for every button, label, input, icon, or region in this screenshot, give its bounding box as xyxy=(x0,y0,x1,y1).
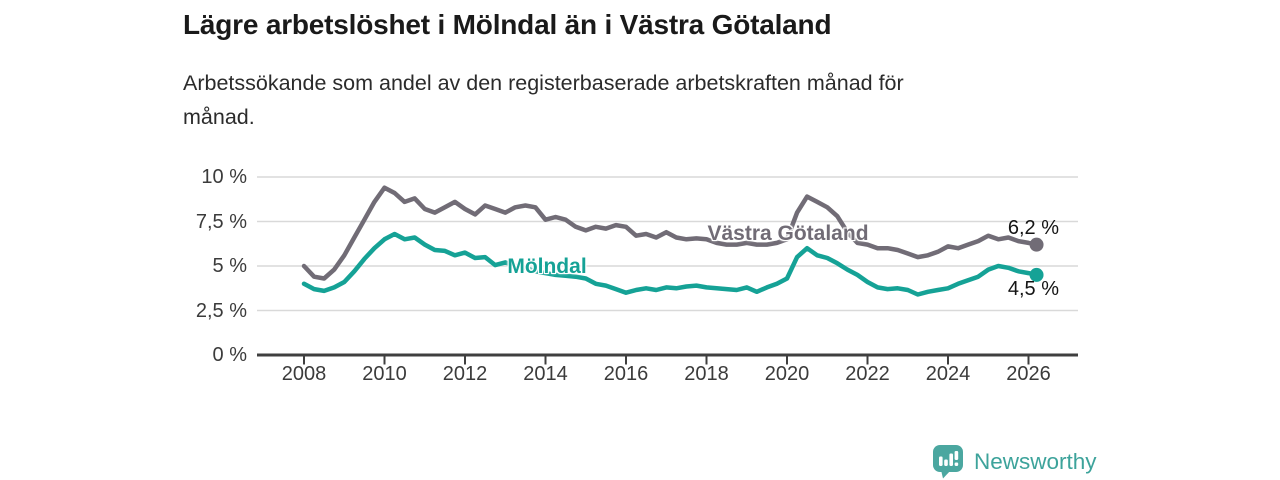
x-axis-label: 2008 xyxy=(281,363,327,385)
series-label-molndal: Mölndal xyxy=(507,255,587,278)
subtitle-line-2: månad. xyxy=(183,105,255,129)
page-title: Lägre arbetslöshet i Mölndal än i Västra… xyxy=(183,9,832,40)
subtitle-line-1: Arbetssökande som andel av den registerb… xyxy=(183,71,904,95)
x-axis-label: 2018 xyxy=(684,363,729,385)
x-axis-label: 2010 xyxy=(362,363,407,385)
series-line-vastra-gotaland xyxy=(301,185,1039,281)
series-end-dot xyxy=(1029,237,1044,252)
y-axis-label: 5 % xyxy=(212,255,247,277)
x-axis-label: 2014 xyxy=(523,363,568,385)
newsworthy-logo-icon xyxy=(933,445,963,479)
series-end-dot xyxy=(1029,267,1044,282)
newsworthy-logo[interactable]: Newsworthy xyxy=(932,444,1097,479)
series-line-molndal xyxy=(301,231,1039,297)
y-axis-label: 2,5 % xyxy=(195,299,247,322)
y-axis-label: 10 % xyxy=(201,166,247,188)
end-value-label-vastra-gotaland: 6,2 % xyxy=(1007,217,1059,239)
x-axis-label: 2016 xyxy=(603,363,649,385)
chart-subtitle: Arbetssökande som andel av den registerb… xyxy=(183,66,1083,134)
end-value-label-molndal: 4,5 % xyxy=(1007,278,1059,300)
x-axis-label: 2020 xyxy=(764,363,810,385)
x-axis-label: 2024 xyxy=(925,363,971,385)
newsworthy-logo-text: Newsworthy xyxy=(974,448,1097,474)
x-axis-label: 2022 xyxy=(845,363,890,385)
series-label-vastra-gotaland: Västra Götaland xyxy=(707,222,869,245)
y-axis-label: 7,5 % xyxy=(195,210,247,233)
y-axis-label: 0 % xyxy=(212,344,247,366)
x-axis-label: 2026 xyxy=(1006,363,1051,385)
x-axis-label: 2012 xyxy=(442,363,488,385)
